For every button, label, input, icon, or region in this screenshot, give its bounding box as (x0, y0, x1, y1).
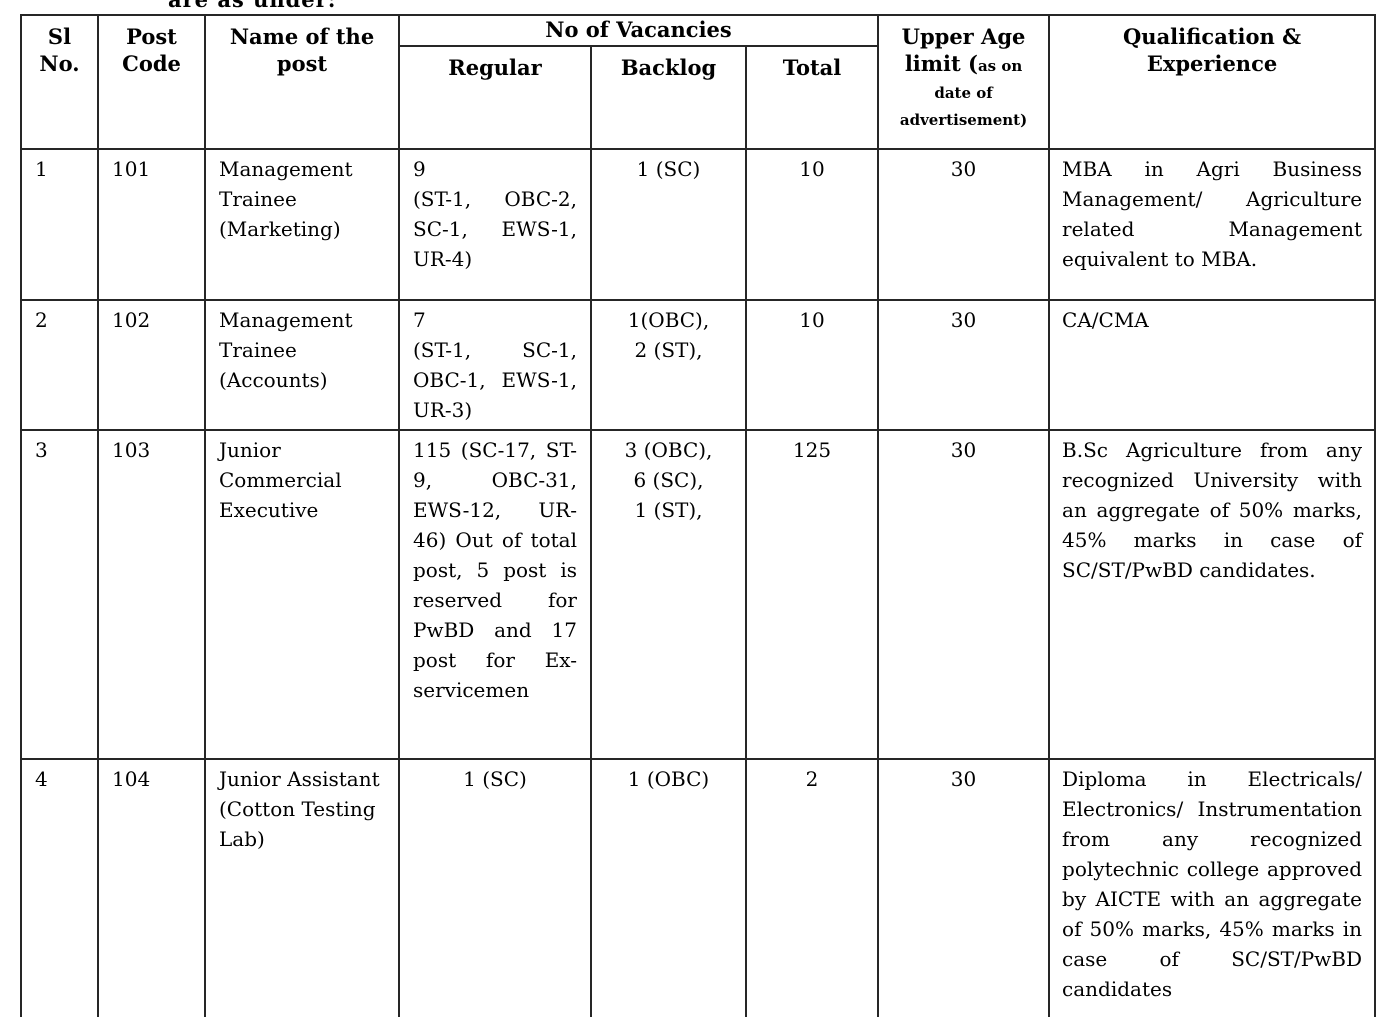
cell-post-code: 102 (97, 299, 206, 431)
cell-age-limit: 30 (877, 299, 1051, 431)
cell-qualification: CA/CMA (1048, 299, 1377, 431)
cell-total: 10 (744, 148, 880, 301)
header-row-main: Sl No. Post Code Name of the post No of … (20, 14, 1377, 150)
cell-post-name: Junior Assistant (Cotton Testing Lab) (204, 758, 400, 1017)
cell-post-code: 104 (97, 758, 206, 1017)
header-post-code: Post Code (97, 14, 206, 150)
cell-age-limit: 30 (877, 758, 1051, 1017)
cell-post-name: Junior Commercial Executive (204, 429, 400, 760)
cell-backlog: 1 (SC) (590, 148, 747, 301)
cell-post-code: 101 (97, 148, 206, 301)
cell-qualification: Diploma in Electricals/ Electronics/ Ins… (1048, 758, 1377, 1017)
cell-qualification: B.Sc Agriculture from any recognized Uni… (1048, 429, 1377, 760)
header-regular: Regular (398, 45, 592, 150)
header-qualification: Qualification & Experience (1048, 14, 1377, 150)
table-row: 3 103 Junior Commercial Executive 115 (S… (20, 429, 1377, 760)
cell-sl-no: 2 (20, 299, 99, 431)
cell-age-limit: 30 (877, 148, 1051, 301)
cell-sl-no: 4 (20, 758, 99, 1017)
header-total: Total (744, 45, 880, 150)
cell-post-code: 103 (97, 429, 206, 760)
cell-regular: 115 (SC-17, ST-9, OBC-31, EWS-12, UR-46)… (398, 429, 592, 760)
cell-regular: 9 (ST-1, OBC-2, SC-1, EWS-1, UR-4) (398, 148, 592, 301)
table-row: 1 101 Management Trainee (Marketing) 9 (… (20, 148, 1377, 301)
header-row-vacancy-split: Regular Backlog Total (21, 45, 1375, 150)
header-age-limit-sub: as on date of advertisement) (899, 57, 1028, 129)
cell-regular: 1 (SC) (398, 758, 592, 1017)
cell-backlog: 1(OBC), 2 (ST), (590, 299, 747, 431)
cell-sl-no: 3 (20, 429, 99, 760)
header-vacancies: No of Vacancies (397, 14, 880, 47)
cell-post-name: Management Trainee (Accounts) (204, 299, 400, 431)
cell-total: 125 (744, 429, 880, 760)
cell-total: 2 (744, 758, 880, 1017)
cell-total: 10 (744, 299, 880, 431)
table-row: 4 104 Junior Assistant (Cotton Testing L… (20, 758, 1377, 1017)
header-post-name: Name of the post (204, 14, 400, 150)
cell-age-limit: 30 (877, 429, 1051, 760)
cell-regular: 7 (ST-1, SC-1, OBC-1, EWS-1, UR-3) (398, 299, 592, 431)
clipped-intro-text-content: are as under: (168, 0, 336, 11)
cell-post-name: Management Trainee (Marketing) (204, 148, 400, 301)
header-sl-no: Sl No. (20, 14, 99, 150)
cell-sl-no: 1 (20, 148, 99, 301)
cell-qualification: MBA in Agri Business Management/ Agricul… (1048, 148, 1377, 301)
clipped-intro-text: are as under: (168, 0, 336, 11)
table-row: 2 102 Management Trainee (Accounts) 7 (S… (20, 299, 1377, 431)
header-age-limit-main: Upper Age limit ( (901, 24, 1026, 76)
cell-backlog: 3 (OBC), 6 (SC), 1 (ST), (590, 429, 747, 760)
vacancy-table: Sl No. Post Code Name of the post No of … (20, 14, 1377, 1017)
header-backlog: Backlog (590, 45, 747, 150)
cell-backlog: 1 (OBC) (590, 758, 747, 1017)
header-age-limit: Upper Age limit (as on date of advertise… (877, 14, 1051, 150)
